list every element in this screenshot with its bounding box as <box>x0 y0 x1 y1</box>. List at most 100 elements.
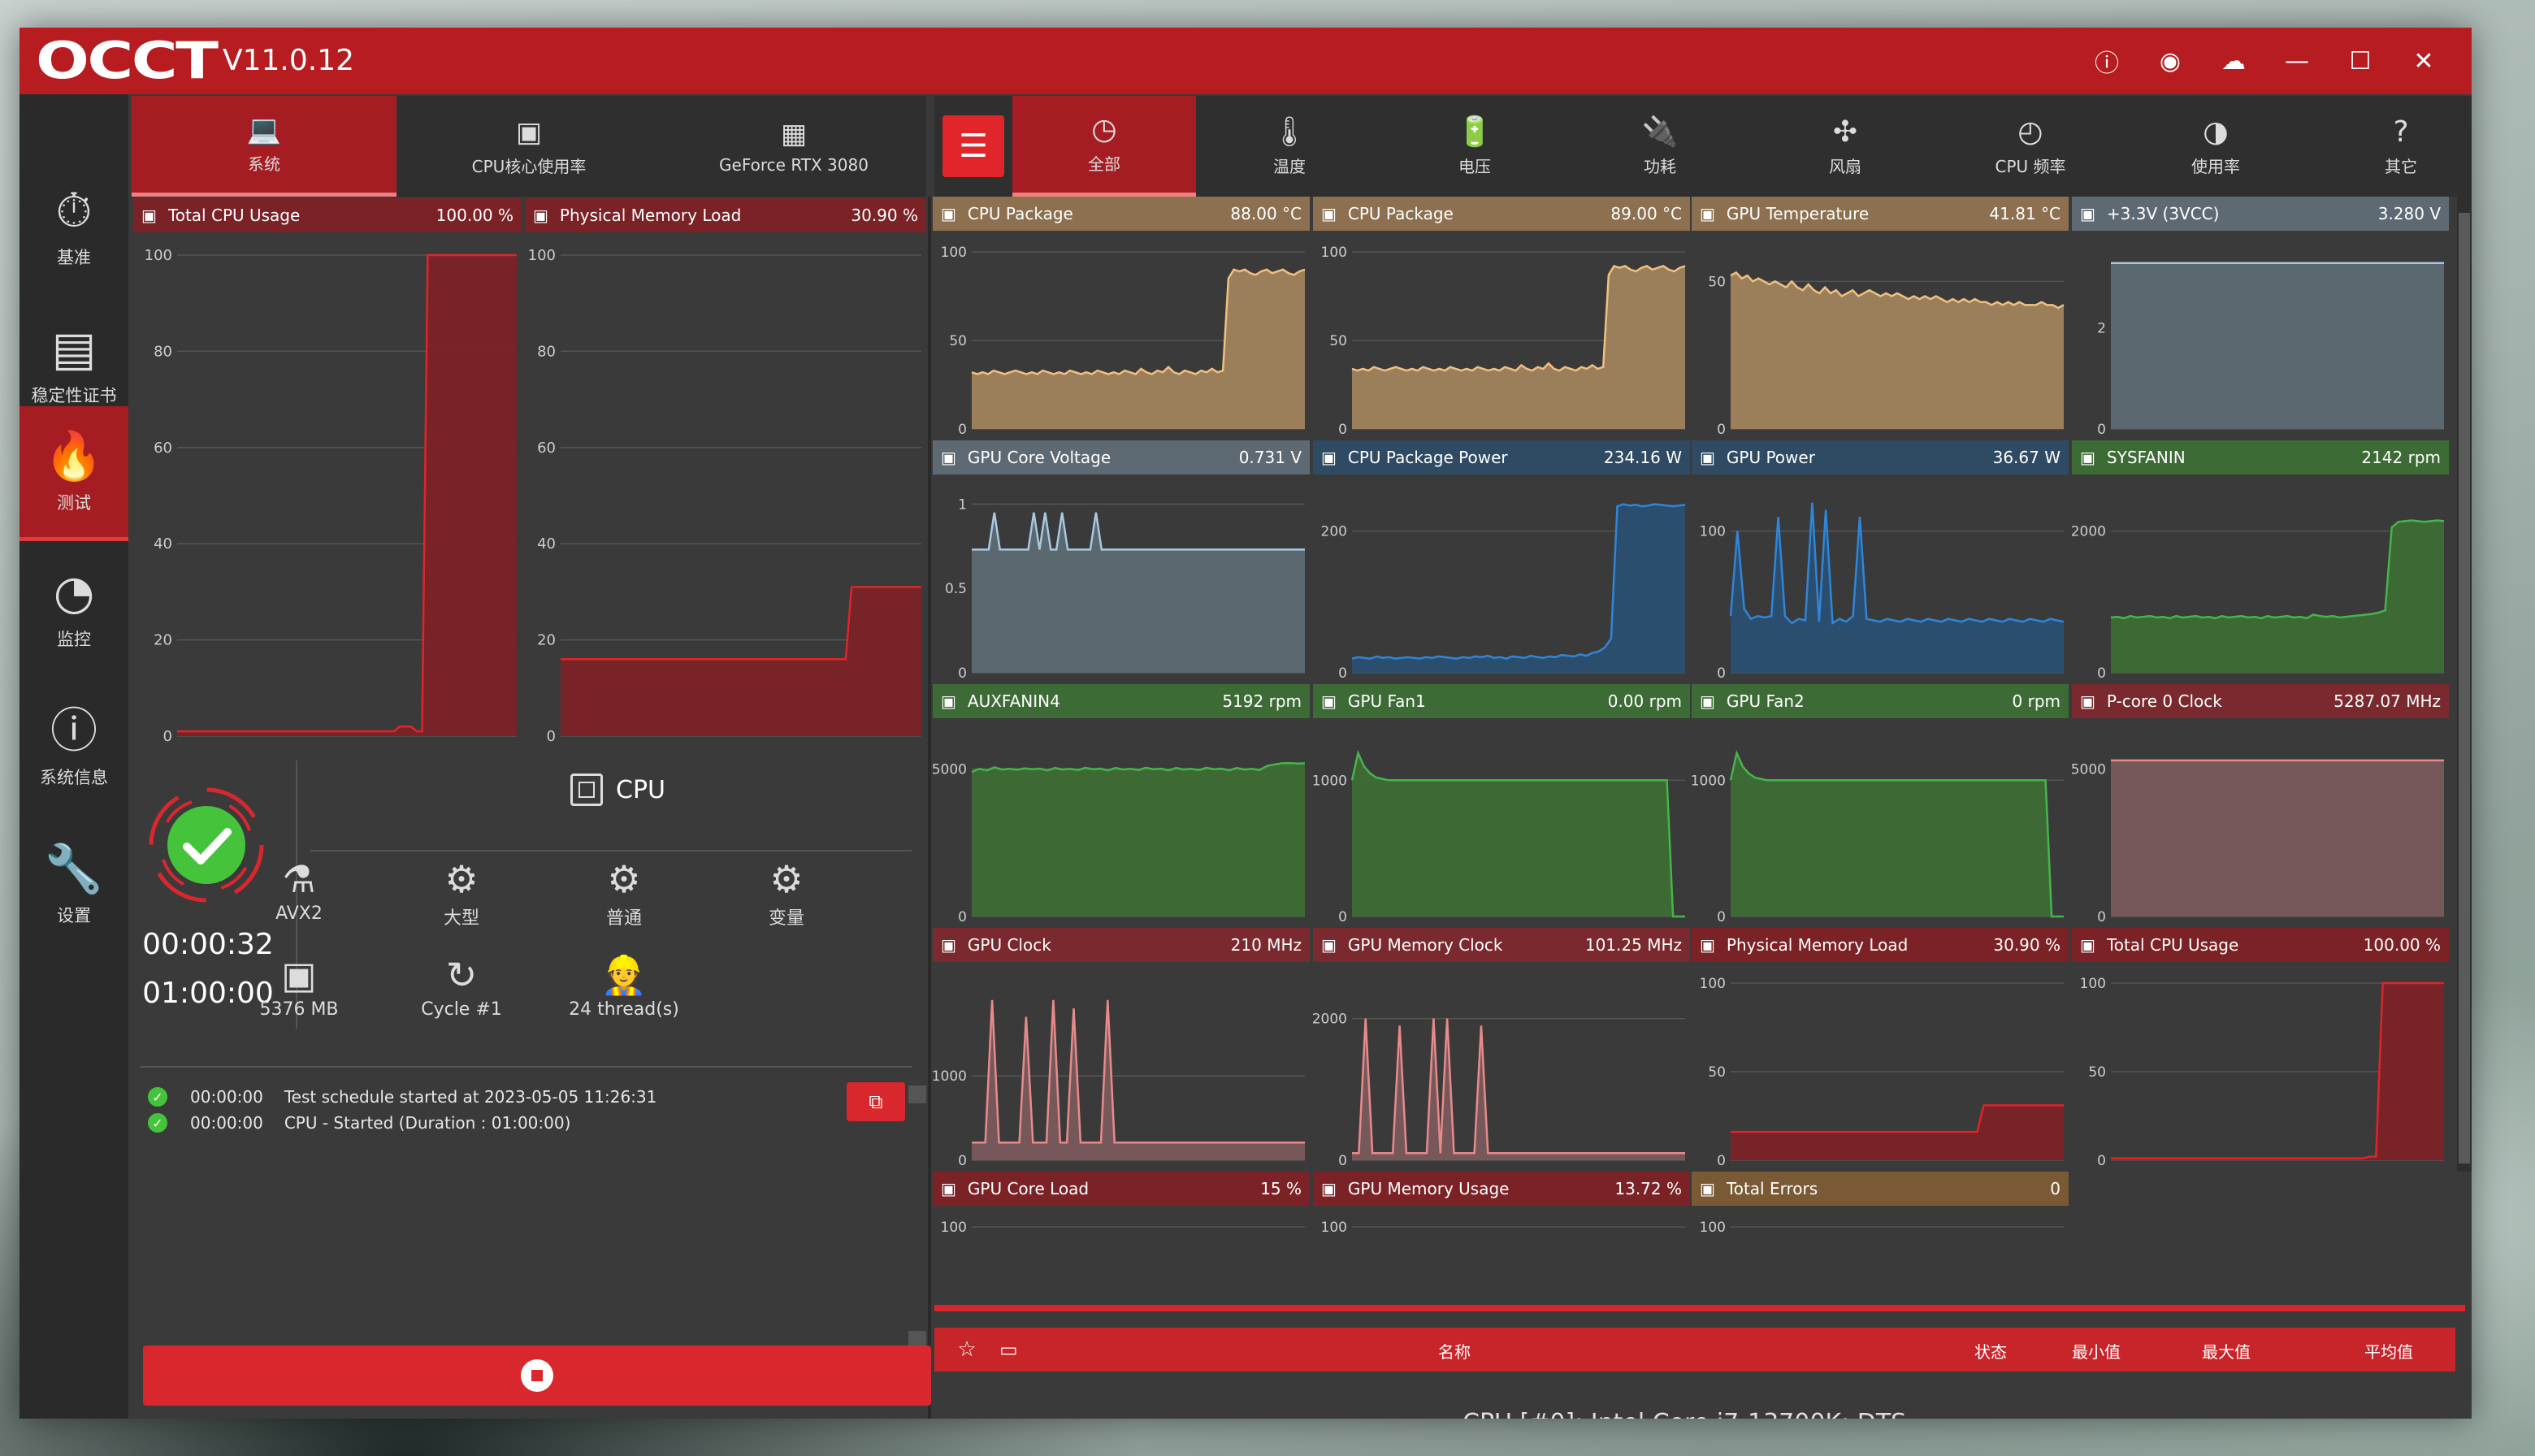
sidebar-item-4[interactable]: ⓘ 系统信息 <box>20 679 128 814</box>
tick-label: 80 <box>154 343 172 360</box>
column-header[interactable]: 名称 <box>1438 1342 1471 1362</box>
panel-title: CPU Package <box>967 204 1073 223</box>
panel-value: 100.00 % <box>436 206 514 225</box>
sensor-panel[interactable]: ▣ GPU Fan2 0 rpm 1000 0 <box>1692 684 2069 925</box>
series-line <box>972 512 1305 551</box>
right-tab-5[interactable]: ◴ CPU 频率 <box>1939 96 2122 197</box>
gauge-icon: ◔ <box>53 565 95 620</box>
tab-icon: ◑ <box>2203 115 2229 149</box>
close-icon[interactable]: ✕ <box>2413 46 2434 76</box>
sensor-panel[interactable]: ▣ Total Errors 0 100 <box>1692 1172 2069 1277</box>
tick-label: 0 <box>958 665 967 681</box>
left-tab-2[interactable]: ▦ GeForce RTX 3080 <box>661 96 926 197</box>
maximize-icon[interactable]: ☐ <box>2349 46 2372 76</box>
sidebar-item-0[interactable]: ⏱ 基准 <box>20 159 128 294</box>
monitor-icon[interactable]: ▭ <box>999 1338 1018 1361</box>
sensor-panel[interactable]: ▣ CPU Package 88.00 °C 100 50 0 <box>933 197 1310 437</box>
right-tab-4[interactable]: ✣ 风扇 <box>1753 96 1937 197</box>
sensor-panel[interactable]: ▣ Physical Memory Load 30.90 % 100 80 60 40 20 0 <box>525 198 926 759</box>
star-icon[interactable]: ☆ <box>957 1337 977 1362</box>
divider <box>310 850 912 852</box>
info-circle-icon: ⓘ <box>50 703 98 758</box>
series-line <box>1351 264 1686 372</box>
right-tab-1[interactable]: 🌡 温度 <box>1198 96 1381 197</box>
sidebar-item-1[interactable]: ▤ 稳定性证书 <box>20 297 128 432</box>
scroll-up-button[interactable] <box>908 1086 926 1103</box>
sidebar-item-2[interactable]: 🔥 测试 <box>20 406 128 541</box>
panel-title: SYSFANIN <box>2106 448 2186 467</box>
tab-label: GeForce RTX 3080 <box>719 155 869 175</box>
sensor-panel[interactable]: ▣ GPU Fan1 0.00 rpm 1000 0 <box>1313 684 1690 925</box>
right-tab-2[interactable]: 🔋 电压 <box>1383 96 1566 197</box>
panel-value: 36.67 W <box>1992 448 2060 467</box>
column-header[interactable]: 平均值 <box>2364 1342 2413 1362</box>
series-area <box>2111 760 2444 916</box>
feature-label: 变量 <box>768 908 804 929</box>
tick-label: 0 <box>1338 909 1347 925</box>
tick-label: 0 <box>2097 665 2106 681</box>
sensor-panel[interactable]: ▣ AUXFANIN4 5192 rpm 5000 0 <box>933 684 1310 925</box>
scrollbar-thumb[interactable] <box>2459 213 2470 1164</box>
line-chart: 100 50 0 <box>1700 976 2064 1168</box>
sensor-panel[interactable]: ▣ CPU Package 89.00 °C 100 50 0 <box>1313 197 1690 437</box>
panel-header: ▣ GPU Power 36.67 W <box>1692 440 2069 474</box>
sensor-icon: ▣ <box>2080 204 2095 223</box>
sidebar-item-5[interactable]: 🔧 设置 <box>20 817 128 952</box>
sensor-panel[interactable]: ▣ GPU Power 36.67 W 100 0 <box>1692 440 2069 681</box>
cloud-upload-icon[interactable]: ☁ <box>2221 46 2246 76</box>
occt-window: OCCT V11.0.12 ⓘ ◉ ☁ — ☐ ✕ ⏱ 基准 ▤ 稳定性证书 🔥 测试 ◔ 监控 ⓘ 系统信… <box>20 28 2472 1419</box>
series-line <box>1729 749 2064 918</box>
sensor-panel[interactable]: ▣ Total CPU Usage 100.00 % 100 50 0 <box>2072 928 2449 1168</box>
tick-label: 0 <box>1338 422 1347 437</box>
tick-label: 100 <box>941 1220 967 1236</box>
sensor-panel[interactable]: ▣ SYSFANIN 2142 rpm 2000 0 <box>2072 440 2449 681</box>
sensor-panel[interactable]: ▣ GPU Memory Usage 13.72 % 100 <box>1313 1172 1690 1277</box>
sidebar-item-3[interactable]: ◔ 监控 <box>20 541 128 676</box>
copy-log-button[interactable]: ⧉ <box>847 1082 905 1121</box>
column-header[interactable]: 状态 <box>1974 1342 2007 1362</box>
series-area <box>1352 504 1685 673</box>
right-tab-3[interactable]: 🔌 功耗 <box>1568 96 1752 197</box>
info-icon[interactable]: ⓘ <box>2095 50 2119 78</box>
panel-header: ▣ GPU Clock 210 MHz <box>933 928 1310 962</box>
line-chart: 100 <box>941 1220 1305 1236</box>
hamburger-menu-button[interactable]: ☰ <box>942 115 1004 177</box>
sensor-panel[interactable]: ▣ Physical Memory Load 30.90 % 100 50 0 <box>1692 928 2069 1168</box>
left-tab-1[interactable]: ▣ CPU核心使用率 <box>396 96 661 197</box>
panels-scrollbar[interactable] <box>2457 197 2472 1172</box>
feature-label: 普通 <box>605 908 642 929</box>
divider <box>296 760 297 1029</box>
sensor-panel[interactable]: ▣ GPU Memory Clock 101.25 MHz 2000 0 <box>1313 928 1690 1168</box>
sensor-panel[interactable]: ▣ P-core 0 Clock 5287.07 MHz 5000 0 <box>2072 684 2449 925</box>
sensor-icon: ▣ <box>1700 691 1715 711</box>
right-tab-6[interactable]: ◑ 使用率 <box>2124 96 2308 197</box>
left-tab-0[interactable]: 💻 系统 <box>132 96 396 197</box>
panel-header: ▣ Physical Memory Load 30.90 % <box>1692 928 2069 962</box>
sensor-panel[interactable]: ▣ Total CPU Usage 100.00 % 100 80 60 40 20 0 <box>133 198 522 759</box>
sensor-panel[interactable]: ▣ GPU Clock 210 MHz 1000 0 <box>933 928 1310 1168</box>
sensor-panel[interactable]: ▣ GPU Temperature 41.81 °C 50 0 <box>1692 197 2069 437</box>
sensor-icon: ▣ <box>1321 448 1337 467</box>
scroll-down-button[interactable] <box>908 1331 926 1349</box>
pane-divider[interactable] <box>928 197 931 1419</box>
tick-label: 100 <box>145 247 172 264</box>
minimize-icon[interactable]: — <box>2285 46 2309 76</box>
feature-label: 大型 <box>443 908 479 929</box>
log-time: 00:00:00 <box>190 1113 263 1133</box>
sensor-panel[interactable]: ▣ CPU Package Power 234.16 W 200 0 <box>1313 440 1690 681</box>
column-header[interactable]: 最小值 <box>2072 1342 2121 1362</box>
sensor-panel[interactable]: ▣ GPU Core Voltage 0.731 V 1 0.5 0 <box>933 440 1310 681</box>
tick-label: 0 <box>958 909 967 925</box>
tick-label: 40 <box>154 535 172 552</box>
column-header[interactable]: 最大值 <box>2202 1342 2251 1362</box>
sensor-panel[interactable]: ▣ GPU Core Load 15 % 100 <box>933 1172 1310 1277</box>
right-tab-0[interactable]: ◷ 全部 <box>1012 96 1196 197</box>
test-log: ✓ 00:00:00 Test schedule started at 2023-0… <box>148 1084 656 1136</box>
right-tab-7[interactable]: ? 其它 <box>2309 96 2472 197</box>
splitter-handle[interactable] <box>934 1305 2465 1311</box>
camera-icon[interactable]: ◉ <box>2159 46 2182 76</box>
stop-test-button[interactable] <box>143 1346 931 1406</box>
sensor-row[interactable]: CPU [#0]: Intel Core i7-13700K: DTS <box>934 1409 2455 1419</box>
panel-chart: 2000 0 <box>1313 962 1690 1168</box>
